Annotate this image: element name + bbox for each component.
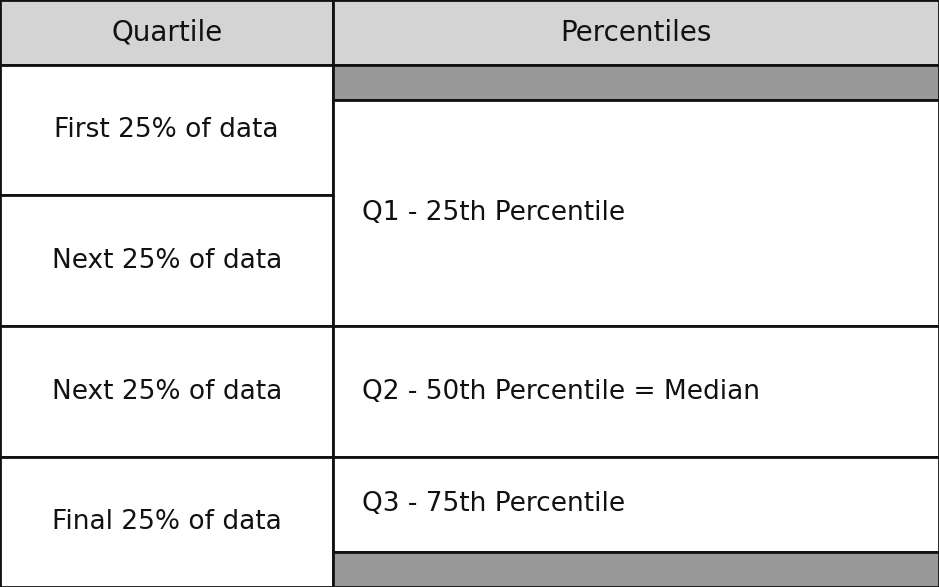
Bar bbox=[333, 100, 939, 326]
Bar bbox=[333, 552, 939, 587]
Bar bbox=[333, 65, 939, 100]
Bar bbox=[0, 0, 333, 65]
Text: First 25% of data: First 25% of data bbox=[54, 117, 279, 143]
Bar bbox=[0, 195, 333, 326]
Text: Q1 - 25th Percentile: Q1 - 25th Percentile bbox=[362, 200, 624, 227]
Bar bbox=[0, 326, 333, 457]
Text: Next 25% of data: Next 25% of data bbox=[52, 379, 282, 404]
Text: Final 25% of data: Final 25% of data bbox=[52, 509, 282, 535]
Bar bbox=[0, 457, 333, 587]
Bar bbox=[333, 0, 939, 65]
Text: Quartile: Quartile bbox=[111, 19, 223, 46]
Bar bbox=[333, 326, 939, 457]
Bar bbox=[0, 65, 333, 195]
Text: Percentiles: Percentiles bbox=[561, 19, 712, 46]
Text: Q3 - 75th Percentile: Q3 - 75th Percentile bbox=[362, 491, 624, 517]
Text: Next 25% of data: Next 25% of data bbox=[52, 248, 282, 274]
Text: Q2 - 50th Percentile = Median: Q2 - 50th Percentile = Median bbox=[362, 379, 760, 404]
Bar bbox=[333, 457, 939, 552]
